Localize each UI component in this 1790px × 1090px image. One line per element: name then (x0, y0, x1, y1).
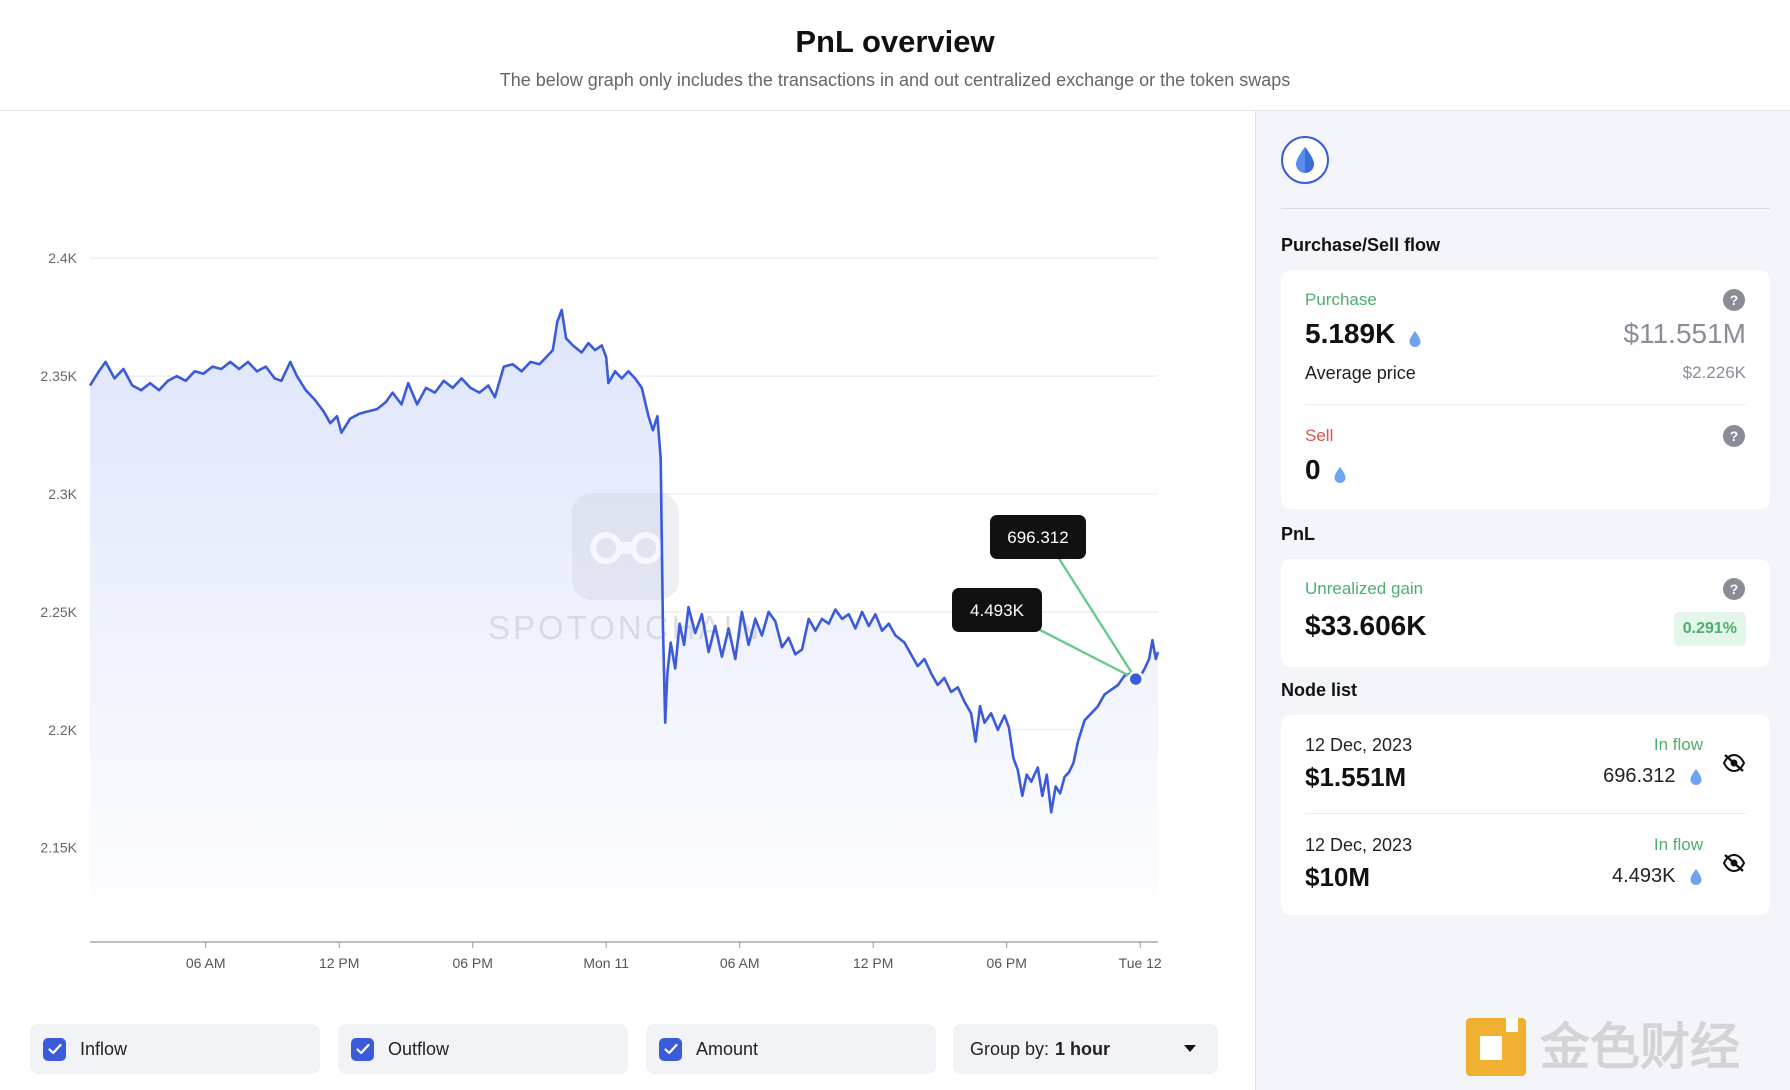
y-tick-label: 2.3K (48, 486, 77, 502)
annotation-connector (1056, 556, 1137, 680)
x-tick-label: 12 PM (853, 955, 893, 971)
eth-drop-icon (1409, 330, 1421, 347)
amount-label: Amount (696, 1038, 759, 1059)
node-divider (1305, 813, 1746, 814)
amount-checkbox[interactable] (659, 1037, 682, 1061)
x-tick-label: Mon 11 (583, 955, 629, 971)
unrealized-gain-value: $33.606K (1305, 610, 1427, 641)
y-tick-label: 2.4K (48, 250, 77, 266)
node-amount-row: 696.312 (1603, 765, 1703, 788)
eth-drop-icon (1690, 868, 1702, 885)
eth-token-icon (1281, 136, 1329, 184)
annotation-box (952, 588, 1042, 632)
avg-price-value: $2.226K (1682, 363, 1746, 382)
amount-toggle[interactable]: Amount (646, 1024, 936, 1074)
node-marker (1127, 670, 1144, 688)
sell-help-icon[interactable]: ? (1723, 425, 1745, 447)
watermark-text: SPOTONCHAIN (488, 609, 762, 646)
price-line (88, 308, 1160, 814)
x-tick-label: 06 PM (452, 955, 492, 971)
page-header: PnL overview The below graph only includ… (0, 0, 1790, 111)
y-tick-label: 2.35K (40, 368, 77, 384)
chart-axes: 2.4K 2.35K 2.3K 2.25K 2.2K 2.15K 06 AM 12 PM 06 … (40, 250, 1162, 971)
purchase-label: Purchase (1305, 290, 1377, 309)
purchase-sell-title: Purchase/Sell flow (1281, 235, 1441, 255)
annotation-box (990, 515, 1086, 559)
x-tick-label: 06 PM (986, 955, 1026, 971)
eth-drop-icon (1334, 466, 1346, 483)
outflow-toggle[interactable]: Outflow (338, 1024, 628, 1074)
annotation-connector (1039, 628, 1137, 681)
pnl-help-icon[interactable]: ? (1723, 578, 1745, 600)
unrealized-gain-label: Unrealized gain (1305, 579, 1424, 598)
card-divider (1305, 404, 1746, 405)
page-subtitle: The below graph only includes the transa… (499, 70, 1291, 90)
inflow-checkbox[interactable] (43, 1037, 66, 1061)
side-divider (1281, 208, 1770, 209)
outflow-label: Outflow (388, 1038, 450, 1059)
annotation-label: 4.493K (970, 601, 1025, 620)
node-amount: 696.312 (1603, 765, 1676, 787)
group-by-value: 1 hour (1055, 1038, 1111, 1059)
pnl-card: Unrealized gain ? $33.606K 0.291% (1281, 559, 1770, 667)
pnl-title: PnL (1281, 524, 1315, 544)
purchase-amount-row: 5.189K (1305, 318, 1422, 350)
node-direction: In flow (1653, 735, 1703, 754)
node-usd: $1.551M (1305, 762, 1407, 792)
group-by-select[interactable]: Group by: 1 hour (953, 1024, 1218, 1074)
y-tick-label: 2.15K (40, 840, 77, 856)
pnl-percent-badge: 0.291% (1673, 612, 1746, 646)
eth-drop-icon (1690, 768, 1702, 785)
eye-off-icon[interactable] (1722, 853, 1746, 873)
chart-annotations: 696.312 4.493K (952, 515, 1144, 688)
purchase-usd-value: $11.551M (1623, 318, 1746, 349)
x-tick-label: Tue 12 (1119, 955, 1162, 971)
price-area (90, 310, 1158, 942)
node-usd: $10M (1305, 862, 1371, 892)
outflow-checkbox[interactable] (351, 1037, 374, 1061)
inflow-label: Inflow (80, 1038, 128, 1059)
purchase-help-icon[interactable]: ? (1723, 289, 1745, 311)
node-amount-row: 4.493K (1612, 865, 1703, 888)
pnl-chart: SPOTONCHAIN 2.4K 2.35K 2.3K 2.25K 2.2K 2.15K 0… (40, 250, 1162, 971)
chart-controls: Inflow Outflow Amount Group by: 1 hour (30, 1024, 1225, 1074)
sell-amount: 0 (1305, 454, 1321, 485)
jinse-watermark: 金色财经 (1462, 1012, 1782, 1080)
annotation-label: 696.312 (1007, 528, 1068, 547)
x-tick-label: 06 AM (186, 955, 226, 971)
node-amount: 4.493K (1612, 865, 1676, 887)
eye-off-icon[interactable] (1722, 753, 1746, 773)
sell-amount-row: 0 (1305, 454, 1347, 486)
page-title: PnL overview (795, 24, 995, 59)
x-tick-label: 06 AM (720, 955, 760, 971)
caret-down-icon (1184, 1045, 1196, 1052)
purchase-sell-card: Purchase ? 5.189K $11.551M Average price… (1281, 270, 1770, 509)
node-list-card: 12 Dec, 2023 $1.551M In flow 696.312 12 … (1281, 715, 1770, 915)
y-tick-label: 2.25K (40, 604, 77, 620)
node-direction: In flow (1653, 835, 1703, 854)
node-date: 12 Dec, 2023 (1305, 835, 1413, 855)
node-date: 12 Dec, 2023 (1305, 735, 1413, 755)
x-tick-label: 12 PM (319, 955, 359, 971)
side-panel: Purchase/Sell flow Purchase ? 5.189K $11… (1255, 111, 1790, 1090)
sell-label: Sell (1305, 426, 1334, 445)
jinse-logo-text: 金色财经 (1540, 1018, 1740, 1076)
spotonchain-watermark: SPOTONCHAIN (488, 493, 762, 646)
y-tick-label: 2.2K (48, 722, 77, 738)
purchase-amount: 5.189K (1305, 318, 1396, 349)
node-list-title: Node list (1281, 680, 1358, 700)
inflow-toggle[interactable]: Inflow (30, 1024, 320, 1074)
avg-price-label: Average price (1305, 363, 1416, 383)
pnl-chart-area: SPOTONCHAIN 2.4K 2.35K 2.3K 2.25K 2.2K 2.15K 0… (0, 111, 1255, 1090)
group-by-label: Group by: (970, 1038, 1050, 1059)
